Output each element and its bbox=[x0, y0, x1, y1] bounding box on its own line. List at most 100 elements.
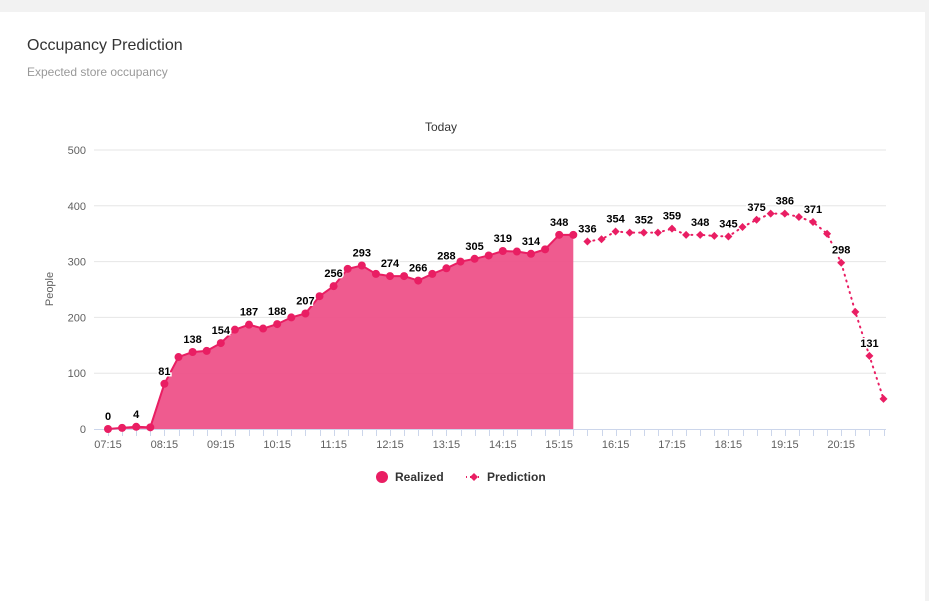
realized-data-label: 314 bbox=[522, 236, 541, 248]
x-tick-label: 20:15 bbox=[827, 439, 855, 451]
prediction-point bbox=[597, 235, 606, 244]
realized-point bbox=[230, 325, 239, 334]
prediction-point bbox=[766, 209, 775, 218]
y-tick-label: 500 bbox=[68, 145, 86, 157]
prediction-point bbox=[724, 232, 733, 241]
realized-point bbox=[160, 379, 169, 388]
realized-point bbox=[329, 282, 338, 291]
y-axis-ticks: 0 100 200 300 400 500 bbox=[68, 145, 86, 436]
prediction-point bbox=[809, 217, 817, 226]
prediction-point bbox=[738, 223, 747, 232]
realized-point bbox=[442, 264, 451, 273]
realized-line bbox=[107, 233, 574, 430]
prediction-data-label: 359 bbox=[663, 211, 681, 223]
realized-point bbox=[259, 324, 268, 333]
realized-data-label: 81 bbox=[158, 366, 170, 378]
x-tick-label: 08:15 bbox=[151, 439, 179, 451]
realized-point bbox=[512, 247, 521, 256]
prediction-point bbox=[879, 394, 888, 403]
prediction-data-label: 298 bbox=[832, 245, 850, 257]
x-tick-label: 09:15 bbox=[207, 439, 235, 451]
page-title: Occupancy Prediction bbox=[27, 37, 183, 54]
realized-series bbox=[104, 230, 578, 433]
y-tick-label: 0 bbox=[80, 424, 86, 436]
prediction-point bbox=[823, 229, 832, 238]
realized-data-label: 4 bbox=[133, 409, 140, 421]
prediction-point bbox=[583, 237, 592, 246]
realized-point bbox=[188, 347, 197, 356]
realized-point bbox=[428, 269, 437, 278]
realized-point bbox=[245, 320, 253, 329]
prediction-data-label: 336 bbox=[578, 224, 596, 236]
prediction-point bbox=[625, 228, 634, 237]
realized-point bbox=[386, 272, 394, 281]
x-tick-label: 13:15 bbox=[433, 439, 461, 451]
realized-point bbox=[273, 320, 282, 329]
x-tick-label: 10:15 bbox=[263, 439, 291, 451]
realized-data-label: 305 bbox=[465, 241, 483, 253]
realized-data-label: 266 bbox=[409, 263, 427, 275]
legend-label-prediction: Prediction bbox=[487, 470, 546, 484]
realized-point bbox=[132, 422, 141, 431]
prediction-data-label: 352 bbox=[635, 215, 653, 227]
realized-data-label: 0 bbox=[105, 411, 111, 423]
realized-data-label: 256 bbox=[324, 268, 342, 280]
realized-point bbox=[456, 257, 465, 266]
prediction-point bbox=[851, 307, 860, 316]
prediction-data-label: 354 bbox=[606, 213, 625, 225]
prediction-point bbox=[794, 212, 803, 221]
realized-point bbox=[216, 339, 225, 348]
realized-data-label: 274 bbox=[381, 258, 400, 270]
x-tick-label: 19:15 bbox=[771, 439, 799, 451]
realized-point bbox=[104, 425, 112, 433]
realized-point bbox=[541, 245, 550, 254]
realized-point bbox=[527, 249, 535, 258]
legend-marker-prediction bbox=[470, 473, 478, 481]
realized-data-label: 154 bbox=[212, 325, 231, 337]
realized-point bbox=[414, 276, 423, 285]
realized-point bbox=[301, 309, 310, 318]
realized-data-label: 319 bbox=[494, 233, 512, 245]
y-tick-label: 200 bbox=[68, 312, 86, 324]
realized-point bbox=[343, 264, 352, 273]
realized-point bbox=[146, 423, 155, 432]
x-tick-label: 18:15 bbox=[715, 439, 743, 451]
realized-point bbox=[118, 423, 127, 432]
y-tick-label: 300 bbox=[68, 257, 86, 269]
prediction-data-label: 345 bbox=[719, 218, 737, 230]
y-tick-label: 400 bbox=[68, 201, 86, 213]
realized-point bbox=[202, 346, 211, 355]
prediction-data-label: 131 bbox=[860, 338, 878, 350]
realized-point bbox=[174, 353, 183, 362]
chart-title: Today bbox=[425, 120, 457, 134]
prediction-point bbox=[696, 230, 705, 239]
x-tick-label: 14:15 bbox=[489, 439, 517, 451]
x-axis: 07:15 08:15 09:15 10:15 11:15 12:15 13:15 14:15… bbox=[94, 429, 886, 451]
realized-data-label: 138 bbox=[183, 334, 201, 346]
page-subtitle: Expected store occupancy bbox=[27, 65, 168, 79]
realized-data-label: 187 bbox=[240, 307, 258, 319]
prediction-data-label: 386 bbox=[776, 196, 794, 208]
realized-data-label: 188 bbox=[268, 306, 286, 318]
legend-item-realized[interactable]: Realized bbox=[376, 470, 444, 484]
prediction-series bbox=[583, 209, 888, 403]
realized-point bbox=[484, 251, 493, 260]
realized-point bbox=[315, 292, 324, 301]
prediction-point bbox=[837, 258, 846, 267]
prediction-point bbox=[653, 228, 662, 237]
realized-point bbox=[371, 269, 380, 278]
data-labels: 0 4 81 138 154 187 188 207 256 293 274 266 288 305 319… bbox=[103, 194, 880, 424]
realized-area bbox=[108, 234, 574, 429]
realized-point bbox=[357, 261, 366, 270]
realized-data-label: 207 bbox=[296, 295, 314, 307]
prediction-data-label: 371 bbox=[804, 204, 822, 216]
realized-data-label: 348 bbox=[550, 217, 568, 229]
x-tick-label: 07:15 bbox=[94, 439, 122, 451]
x-tick-label: 15:15 bbox=[545, 439, 573, 451]
prediction-point bbox=[710, 231, 719, 240]
prediction-point bbox=[639, 228, 648, 237]
realized-point bbox=[555, 230, 564, 239]
legend-item-prediction[interactable]: Prediction bbox=[466, 470, 546, 484]
x-tick-label: 16:15 bbox=[602, 439, 630, 451]
